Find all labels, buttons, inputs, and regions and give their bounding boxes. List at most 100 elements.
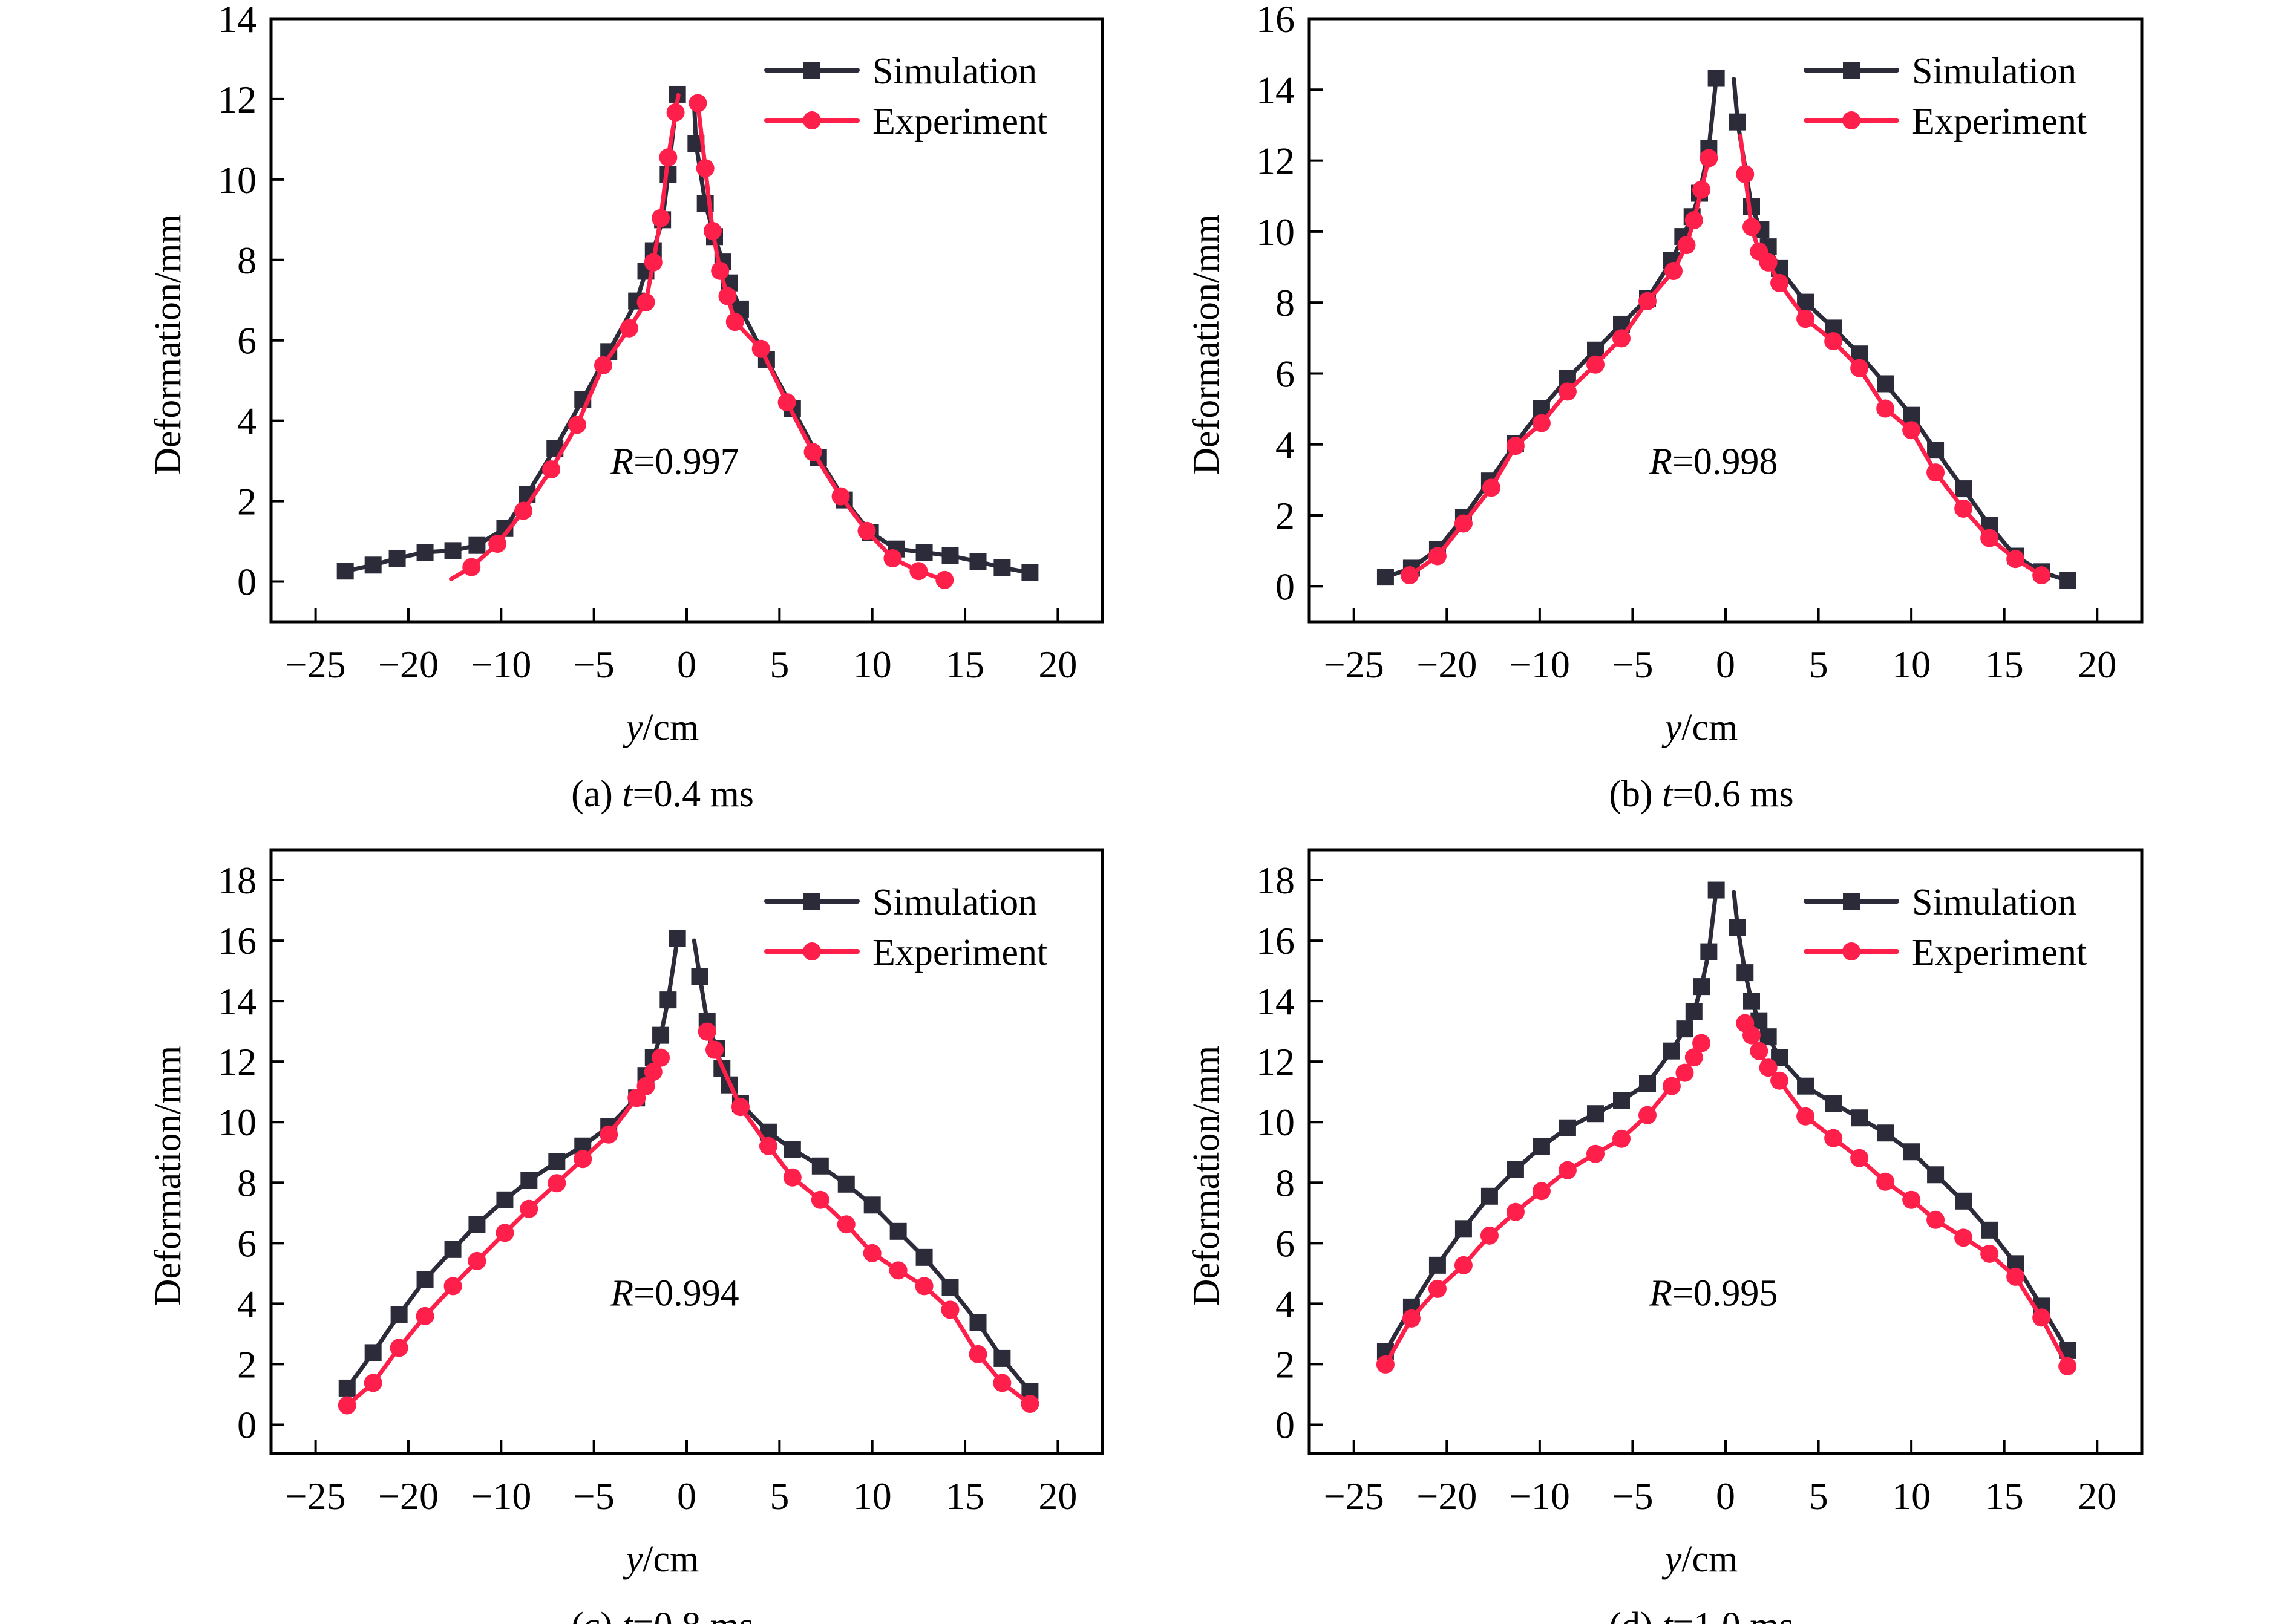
data-point-circle bbox=[751, 339, 770, 358]
data-point-circle bbox=[1980, 529, 1999, 547]
data-point-circle bbox=[666, 103, 685, 122]
data-point-circle bbox=[705, 1040, 724, 1059]
y-tick-label: 0 bbox=[1275, 565, 1295, 608]
data-point-square bbox=[784, 1141, 801, 1158]
data-point-circle bbox=[1824, 332, 1843, 351]
annotation-var: R bbox=[1649, 442, 1672, 483]
x-tick-label: 15 bbox=[1985, 1475, 2024, 1518]
legend-marker-circle bbox=[1842, 942, 1860, 960]
data-point-circle bbox=[1770, 273, 1789, 292]
x-tick-label: −10 bbox=[471, 643, 531, 686]
data-point-square bbox=[1707, 881, 1725, 899]
legend-marker-square bbox=[803, 893, 820, 910]
data-point-circle bbox=[2006, 550, 2025, 569]
data-point-square bbox=[1700, 943, 1718, 960]
x-tick-label: −5 bbox=[574, 643, 615, 686]
data-point-circle bbox=[811, 1190, 829, 1209]
data-point-circle bbox=[777, 393, 796, 412]
legend-label-simulation: Simulation bbox=[1912, 51, 2076, 92]
y-tick-label: 8 bbox=[1275, 1161, 1295, 1204]
data-point-circle bbox=[443, 1277, 462, 1296]
series-experiment bbox=[338, 1022, 1039, 1415]
legend-label-experiment: Experiment bbox=[1912, 101, 2087, 142]
data-point-circle bbox=[542, 460, 561, 479]
x-axis-title: y/cm bbox=[623, 1539, 699, 1580]
series-experiment bbox=[449, 93, 954, 589]
legend: Simulation Experiment bbox=[1804, 882, 2087, 973]
data-point-circle bbox=[1759, 253, 1778, 272]
data-point-square bbox=[691, 968, 708, 985]
data-point-square bbox=[388, 549, 406, 567]
annotation-var: R bbox=[610, 442, 633, 483]
data-point-square bbox=[1927, 442, 1945, 459]
data-point-circle bbox=[594, 356, 612, 374]
data-point-circle bbox=[698, 1022, 716, 1041]
data-point-circle bbox=[1796, 310, 1815, 328]
data-point-square bbox=[1729, 113, 1746, 131]
y-tick-label: 4 bbox=[237, 1282, 257, 1325]
data-point-circle bbox=[731, 1098, 750, 1117]
data-point-square bbox=[1587, 1105, 1604, 1123]
data-point-circle bbox=[1742, 218, 1761, 236]
y-tick-label: 4 bbox=[237, 400, 257, 443]
caption-var: t bbox=[622, 1605, 633, 1624]
panel-a: −25 −20 −10 −5 0 5 10 15 20 0 2 4 6 8 10 12 14 y/cm Deform… bbox=[148, 0, 1104, 815]
data-point-circle bbox=[1736, 165, 1755, 183]
annotation-value: =0.998 bbox=[1672, 442, 1778, 483]
series-line-left bbox=[449, 93, 681, 581]
x-tick-label: 5 bbox=[770, 643, 789, 686]
x-tick-label: −25 bbox=[1324, 1475, 1384, 1518]
legend-label-simulation: Simulation bbox=[872, 51, 1037, 92]
y-tick-label: 14 bbox=[1256, 68, 1295, 111]
y-tick-label: 18 bbox=[218, 859, 257, 902]
data-point-circle bbox=[696, 159, 715, 178]
legend-marker-circle bbox=[803, 942, 821, 960]
x-tick-label: −25 bbox=[286, 1475, 346, 1518]
data-point-circle bbox=[831, 487, 850, 506]
caption-prefix: (a) bbox=[571, 774, 622, 815]
data-point-square bbox=[1851, 1109, 1868, 1127]
data-point-circle bbox=[837, 1215, 856, 1234]
legend-label-simulation: Simulation bbox=[872, 882, 1037, 923]
data-point-square bbox=[1021, 564, 1039, 581]
caption-prefix: (b) bbox=[1609, 774, 1662, 815]
data-point-circle bbox=[857, 521, 876, 540]
x-tick-label: 5 bbox=[1809, 643, 1828, 686]
y-axis-title: Deformation/mm bbox=[148, 1046, 189, 1306]
x-tick-label: 0 bbox=[677, 643, 696, 686]
data-point-square bbox=[1877, 1124, 1894, 1142]
series-line-right bbox=[695, 101, 947, 582]
y-tick-label: 12 bbox=[1256, 1040, 1295, 1083]
data-point-square bbox=[1736, 964, 1754, 982]
y-tick-label: 2 bbox=[237, 480, 257, 523]
y-tick-label: 2 bbox=[1275, 494, 1295, 537]
data-point-square bbox=[1693, 978, 1710, 996]
data-point-circle bbox=[496, 1224, 514, 1242]
caption-suffix: =0.6 ms bbox=[1672, 774, 1793, 815]
data-point-circle bbox=[1902, 1190, 1921, 1209]
y-tick-label: 6 bbox=[237, 319, 257, 362]
series-line-left bbox=[1383, 76, 1719, 579]
data-point-circle bbox=[718, 287, 737, 305]
data-point-square bbox=[1685, 1003, 1703, 1020]
series-simulation bbox=[338, 930, 1039, 1400]
data-point-circle bbox=[993, 1374, 1012, 1392]
data-point-square bbox=[496, 1191, 514, 1208]
legend: Simulation Experiment bbox=[1804, 51, 2087, 142]
data-point-circle bbox=[725, 313, 744, 331]
x-tick-label: −5 bbox=[574, 1475, 615, 1518]
data-point-square bbox=[863, 1196, 881, 1214]
data-point-circle bbox=[969, 1345, 987, 1363]
panel-b: −25 −20 −10 −5 0 5 10 15 20 0 2 4 6 8 10 12 14 16 y/cm Defo… bbox=[1186, 0, 2144, 815]
data-point-square bbox=[1676, 1020, 1693, 1038]
data-point-circle bbox=[1400, 566, 1419, 585]
annotation-value: =0.997 bbox=[633, 442, 739, 483]
legend-label-simulation: Simulation bbox=[1912, 882, 2076, 923]
data-point-square bbox=[1797, 1077, 1814, 1095]
y-tick-label: 6 bbox=[1275, 1222, 1295, 1265]
data-point-circle bbox=[803, 443, 822, 461]
panel-caption: (b) t=0.6 ms bbox=[1609, 774, 1793, 815]
y-tick-label: 10 bbox=[218, 1101, 257, 1144]
series-line-right bbox=[1738, 134, 2044, 578]
